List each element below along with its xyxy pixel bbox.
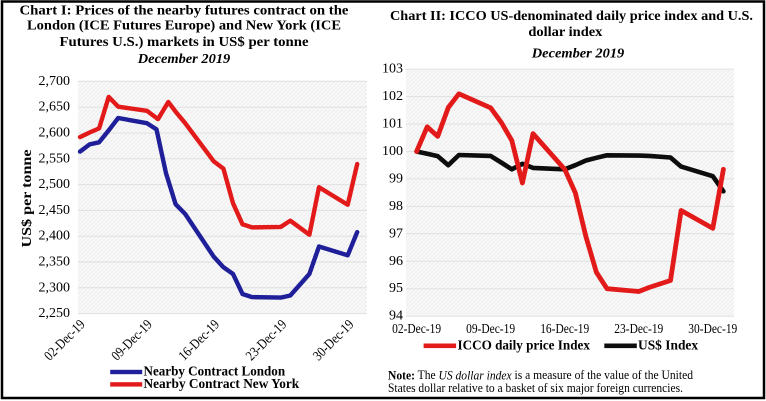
svg-text:102: 102 bbox=[382, 89, 403, 104]
svg-text:16-Dec-19: 16-Dec-19 bbox=[540, 322, 589, 337]
svg-text:95: 95 bbox=[389, 281, 403, 296]
svg-text:96: 96 bbox=[389, 254, 403, 269]
svg-text:dollar index: dollar index bbox=[528, 25, 602, 40]
svg-text:2,550: 2,550 bbox=[39, 151, 71, 166]
svg-text:Nearby Contract New York: Nearby Contract New York bbox=[144, 377, 300, 392]
svg-text:99: 99 bbox=[389, 171, 403, 186]
svg-text:97: 97 bbox=[389, 226, 403, 241]
svg-text:ICCO daily price Index: ICCO daily price Index bbox=[458, 338, 590, 353]
svg-text:Nearby Contract London: Nearby Contract London bbox=[144, 365, 286, 380]
svg-text:101: 101 bbox=[382, 117, 403, 132]
svg-text:2,700: 2,700 bbox=[39, 74, 71, 89]
svg-text:US$ Index: US$ Index bbox=[638, 338, 698, 353]
svg-text:December 2019: December 2019 bbox=[531, 47, 625, 62]
svg-text:2,350: 2,350 bbox=[39, 255, 71, 270]
svg-text:States dollar relative to a ba: States dollar relative to a basket of si… bbox=[388, 380, 683, 395]
svg-text:100: 100 bbox=[382, 144, 403, 159]
svg-text:98: 98 bbox=[389, 199, 403, 214]
svg-text:94: 94 bbox=[389, 309, 403, 324]
svg-text:Chart II: ICCO US-denominated: Chart II: ICCO US-denominated daily pric… bbox=[390, 9, 753, 24]
svg-text:2,450: 2,450 bbox=[39, 203, 71, 218]
svg-text:2,650: 2,650 bbox=[39, 100, 71, 115]
svg-text:09-Dec-19: 09-Dec-19 bbox=[466, 322, 515, 337]
svg-text:23-Dec-19: 23-Dec-19 bbox=[614, 322, 663, 337]
svg-text:103: 103 bbox=[382, 62, 403, 77]
svg-text:Futures U.S.) markets in US$ p: Futures U.S.) markets in US$ per tonne bbox=[60, 35, 309, 50]
svg-text:US$ per tonne: US$ per tonne bbox=[20, 150, 35, 248]
svg-text:02-Dec-19: 02-Dec-19 bbox=[392, 322, 441, 337]
svg-text:2,400: 2,400 bbox=[39, 229, 71, 244]
svg-text:2,300: 2,300 bbox=[39, 280, 71, 295]
svg-text:Chart I: Prices of the nearby: Chart I: Prices of the nearby futures co… bbox=[20, 3, 349, 18]
svg-text:2,500: 2,500 bbox=[39, 177, 71, 192]
svg-text:2,600: 2,600 bbox=[39, 126, 71, 141]
svg-text:London (ICE Futures Europe) an: London (ICE Futures Europe) and New York… bbox=[27, 18, 341, 33]
svg-text:Note: The US dollar index is a: Note: The US dollar index is a measure o… bbox=[388, 367, 693, 382]
svg-text:30-Dec-19: 30-Dec-19 bbox=[688, 322, 737, 337]
svg-text:December 2019: December 2019 bbox=[137, 52, 231, 67]
svg-text:2,250: 2,250 bbox=[39, 306, 71, 321]
